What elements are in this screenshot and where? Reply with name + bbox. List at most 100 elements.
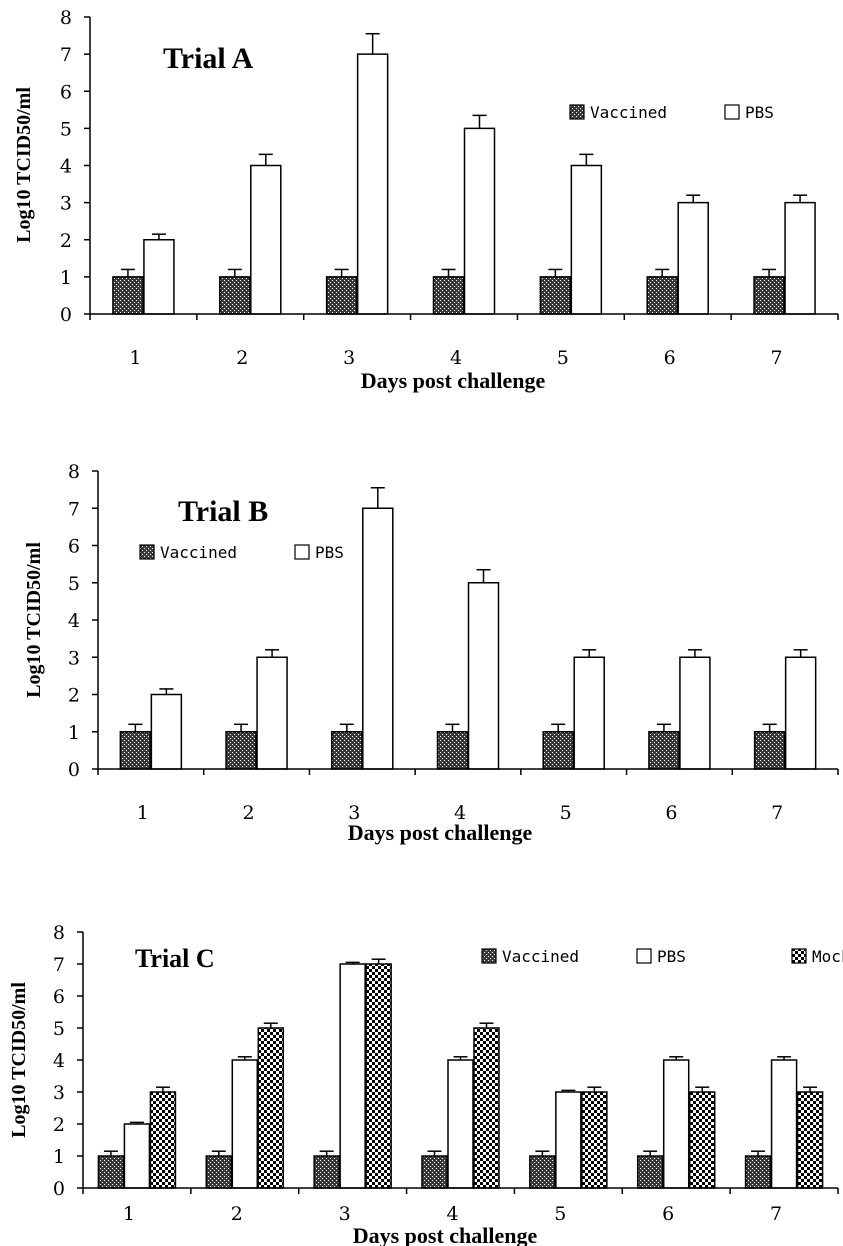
legend: Vaccined PBS xyxy=(139,543,344,562)
legend-label: PBS xyxy=(745,103,774,122)
x-tick-label: 7 xyxy=(771,347,783,369)
bar xyxy=(784,201,816,315)
bar xyxy=(112,276,144,315)
x-tick-label: 6 xyxy=(664,347,676,369)
legend: Vaccined PBS Mock xyxy=(481,947,843,966)
y-tick-label: 5 xyxy=(68,573,80,595)
y-tick-label: 1 xyxy=(53,1146,65,1168)
y-tick-label: 0 xyxy=(60,304,72,326)
legend-swatch xyxy=(724,104,740,120)
x-axis-label: Days post challenge xyxy=(348,820,533,845)
bar xyxy=(679,656,711,770)
legend-swatch xyxy=(636,948,652,964)
y-axis-label: Log10 TCID50/ml xyxy=(23,542,45,698)
bar xyxy=(646,276,678,315)
y-tick-label: 8 xyxy=(53,922,65,944)
y-tick-label: 2 xyxy=(60,230,72,252)
x-tick-label: 6 xyxy=(662,1203,674,1225)
bar xyxy=(219,276,251,315)
legend-label: Vaccined xyxy=(590,103,667,122)
bar xyxy=(573,656,605,770)
bar xyxy=(463,127,496,315)
bar xyxy=(356,53,389,315)
bar xyxy=(529,1155,556,1189)
bar xyxy=(150,693,183,770)
bar xyxy=(149,1091,177,1189)
legend-swatch xyxy=(139,544,155,560)
bar xyxy=(325,276,358,315)
x-tick-label: 6 xyxy=(665,802,677,824)
bar xyxy=(770,1059,798,1189)
bar xyxy=(648,731,680,770)
legend-label: Mock xyxy=(812,947,843,966)
x-tick-label: 7 xyxy=(771,802,783,824)
bar xyxy=(123,1123,151,1189)
bar xyxy=(119,731,152,770)
bar xyxy=(542,731,574,770)
legend-swatch xyxy=(481,948,497,964)
y-tick-label: 8 xyxy=(60,7,72,29)
x-axis-label: Days post challenge xyxy=(361,368,546,393)
bar xyxy=(636,1155,664,1189)
bar xyxy=(473,1027,500,1189)
bar xyxy=(436,731,469,770)
y-tick-label: 0 xyxy=(68,759,80,781)
x-tick-label: 2 xyxy=(231,1203,243,1225)
x-tick-label: 5 xyxy=(560,802,572,824)
y-tick-label: 1 xyxy=(68,722,80,744)
legend-swatch xyxy=(569,104,585,120)
y-tick-label: 0 xyxy=(53,1178,65,1200)
legend-label: Vaccined xyxy=(160,543,237,562)
y-tick-label: 4 xyxy=(68,610,80,632)
y-tick-label: 7 xyxy=(68,498,80,520)
bar xyxy=(257,1027,285,1189)
bar xyxy=(143,239,175,315)
bar xyxy=(97,1155,125,1189)
chart-panel-1: 0 1 2 3 4 5 6 7 8 1 2 3 4 5 6 7 Trial B Days post challen… xyxy=(23,461,839,845)
bar xyxy=(313,1155,340,1189)
y-tick-label: 6 xyxy=(53,986,65,1008)
y-tick-label: 4 xyxy=(53,1050,65,1072)
bar xyxy=(421,1155,448,1189)
y-tick-label: 2 xyxy=(68,685,80,707)
bar xyxy=(225,731,257,770)
bar xyxy=(447,1059,474,1189)
chart-title: Trial A xyxy=(163,42,254,75)
x-tick-label: 3 xyxy=(348,802,360,824)
legend-label: PBS xyxy=(315,543,344,562)
series-pbs xyxy=(150,487,817,770)
bar xyxy=(581,1091,608,1189)
bar xyxy=(753,731,786,770)
legend-swatch xyxy=(791,948,807,964)
bar xyxy=(331,731,363,770)
bar xyxy=(677,201,709,315)
x-tick-label: 5 xyxy=(554,1203,566,1225)
x-tick-label: 1 xyxy=(137,802,149,824)
x-axis-label: Days post challenge xyxy=(353,1223,538,1246)
y-tick-label: 6 xyxy=(68,536,80,558)
x-tick-label: 2 xyxy=(236,347,248,369)
legend-label: PBS xyxy=(657,947,686,966)
chart-panel-0: 0 1 2 3 4 5 6 7 8 1 2 3 4 5 6 7 Trial A Days post challen… xyxy=(13,7,839,393)
y-tick-label: 8 xyxy=(68,461,80,483)
y-tick-label: 2 xyxy=(53,1114,65,1136)
bar xyxy=(688,1091,716,1189)
y-tick-label: 3 xyxy=(68,647,80,669)
series-vaccined xyxy=(97,1150,772,1189)
series-vaccined xyxy=(112,268,785,315)
chart-title: Trial C xyxy=(135,944,215,973)
bar xyxy=(362,507,394,770)
x-tick-label: 3 xyxy=(339,1203,351,1225)
bar xyxy=(744,1155,772,1189)
y-tick-label: 1 xyxy=(60,267,72,289)
y-tick-label: 7 xyxy=(53,954,65,976)
x-tick-label: 2 xyxy=(243,802,255,824)
y-tick-label: 5 xyxy=(60,118,72,140)
chart-panel-2: 0 1 2 3 4 5 6 7 8 1 2 3 4 5 6 7 Trial C Days post challen… xyxy=(8,922,843,1246)
x-tick-label: 3 xyxy=(343,347,355,369)
series-pbs xyxy=(123,961,798,1189)
y-tick-label: 7 xyxy=(60,44,72,66)
x-tick-label: 1 xyxy=(129,347,141,369)
bar xyxy=(365,963,392,1189)
